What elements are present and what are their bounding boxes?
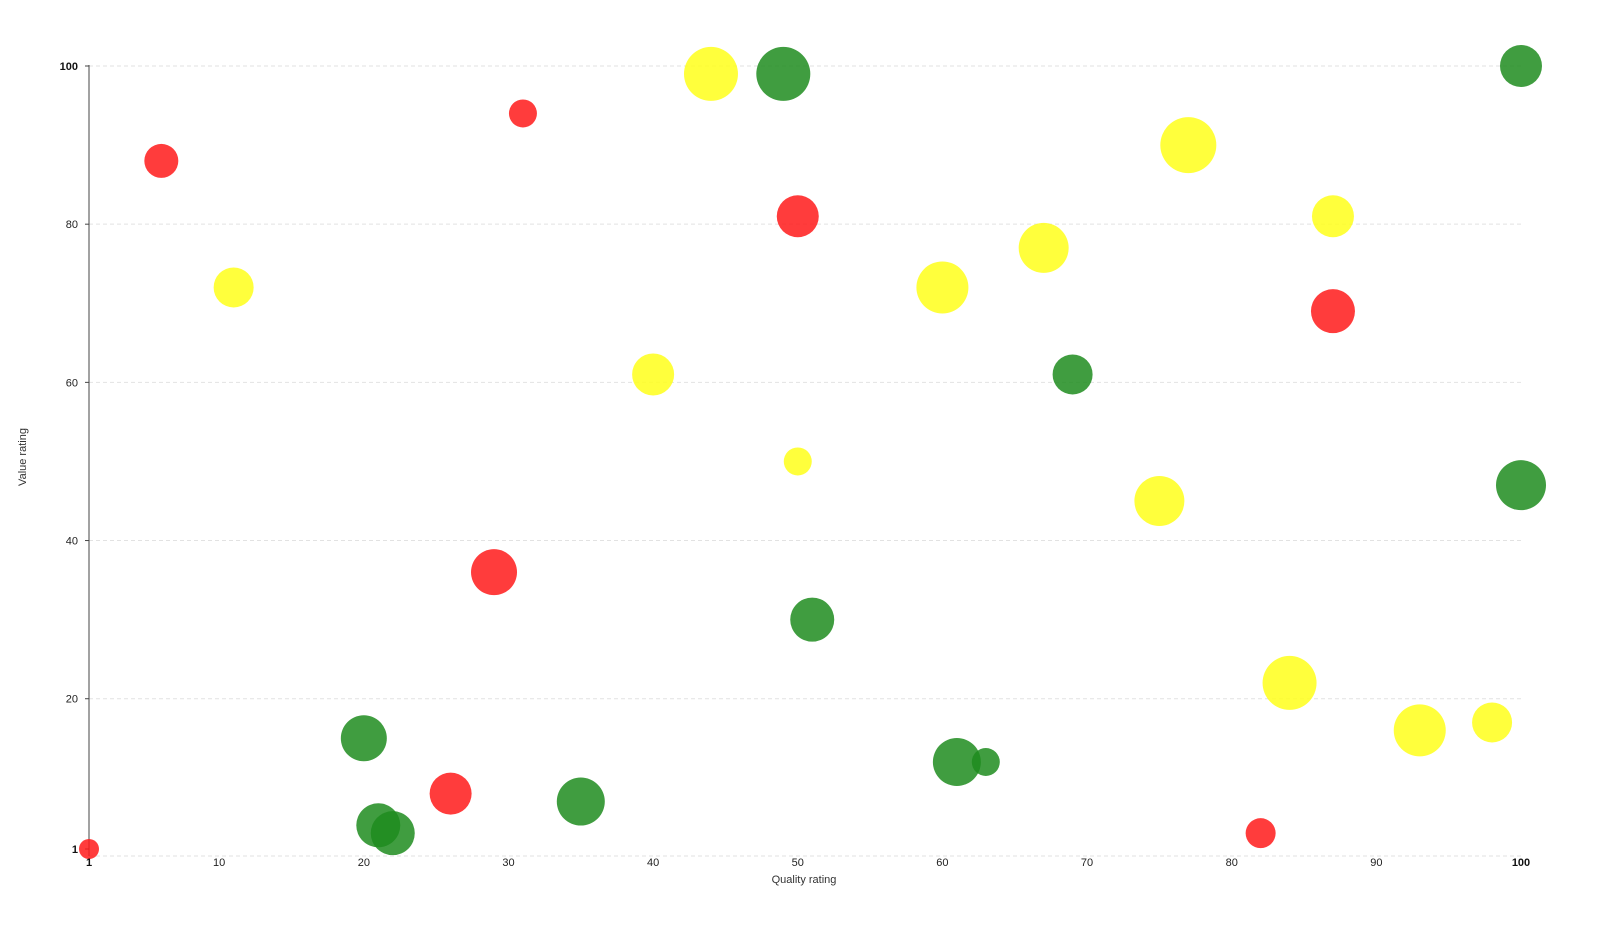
bubble-yellow[interactable]: (87, 81) (1311, 195, 1354, 238)
bubble-yellow[interactable]: (77, 90) (1160, 117, 1217, 174)
x-tick-label: 20 (358, 857, 370, 869)
y-tick-label: 80 (66, 219, 78, 231)
bubble-red[interactable]: (29, 36) (471, 549, 518, 596)
bubble-green[interactable]: (63, 12) (971, 748, 1000, 776)
bubble-red[interactable]: (6, 88) (144, 143, 179, 178)
x-tick-label: 10 (213, 857, 225, 869)
y-tick-label: 1 (72, 844, 78, 856)
bubble-green[interactable]: (61, 12) (932, 738, 981, 786)
bubble-red[interactable]: (50, 81) (776, 195, 819, 238)
x-tick-label: 40 (647, 857, 659, 869)
bubble-green[interactable]: (20, 15) (340, 715, 387, 762)
bubble-red[interactable]: (26, 8) (429, 772, 472, 815)
x-tick-label: 90 (1370, 857, 1382, 869)
bubble-red[interactable]: (1, 1) (79, 839, 99, 859)
bubble-yellow[interactable]: (60, 72) (916, 261, 969, 314)
x-tick-label: 50 (792, 857, 804, 869)
bubble-green[interactable]: (51, 30) (790, 597, 835, 642)
bubble-yellow[interactable]: (67, 77) (1018, 222, 1069, 273)
x-tick-label: 30 (502, 857, 514, 869)
bubble-yellow[interactable]: (75, 45) (1134, 476, 1185, 526)
bubble-yellow[interactable]: (11, 72) (213, 267, 254, 308)
x-axis-label: Quality rating (772, 874, 837, 886)
x-tick-label: 100 (1512, 857, 1530, 869)
y-tick-label: 60 (66, 377, 78, 389)
bubble-green[interactable]: (69, 61) (1052, 354, 1093, 395)
bubble-red[interactable]: (82, 3) (1245, 818, 1276, 849)
bubble-yellow[interactable]: (93, 16) (1393, 704, 1446, 757)
bubble-yellow[interactable]: (98, 17) (1472, 702, 1513, 743)
bubble-green[interactable]: (49, 99) (756, 46, 811, 101)
data-points: (1, 1) (6, 88) (11, 72) (31, 94) (44, 99) (49… (79, 45, 1546, 859)
y-tick-label: 100 (60, 61, 78, 73)
bubble-green[interactable]: (100, 100) (1500, 45, 1542, 87)
x-tick-label: 1 (86, 857, 92, 869)
bubble-green[interactable]: (35, 7) (556, 777, 605, 826)
bubble-yellow[interactable]: (44, 99) (683, 46, 738, 101)
bubble-red[interactable]: (31, 94) (508, 99, 537, 128)
x-tick-label: 70 (1081, 857, 1093, 869)
x-tick-label: 80 (1226, 857, 1238, 869)
y-tick-label: 40 (66, 536, 78, 548)
bubble-yellow[interactable]: (84, 22) (1262, 655, 1317, 710)
bubble-green[interactable]: (22, 3) (370, 811, 415, 856)
bubble-yellow[interactable]: (50, 50) (783, 447, 812, 476)
bubble-red[interactable]: (87, 69) (1310, 289, 1355, 334)
tick-labels: 1 20 40 60 80 100 1 10 20 30 40 50 60 70 80 90 100 (60, 61, 1531, 869)
y-axis-label: Value rating (17, 428, 29, 486)
x-tick-label: 60 (936, 857, 948, 869)
bubble-yellow[interactable]: (40, 61) (632, 353, 675, 396)
y-tick-label: 20 (66, 694, 78, 706)
bubble-green[interactable]: (100, 47) (1496, 460, 1546, 511)
